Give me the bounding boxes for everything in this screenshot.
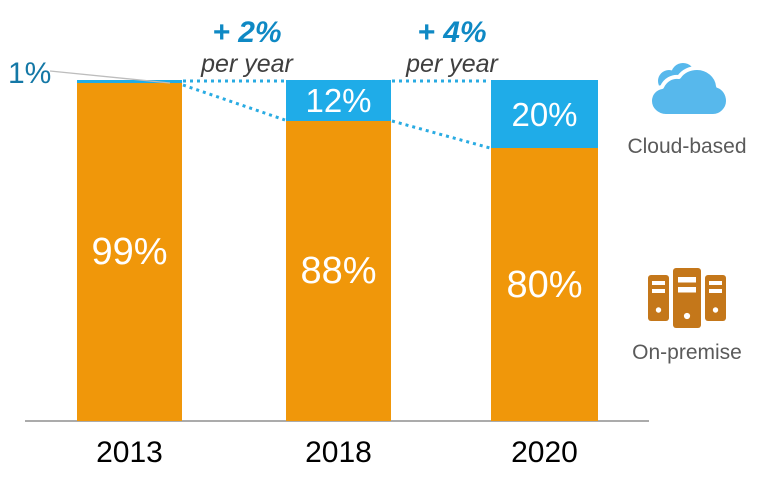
x-axis-line bbox=[25, 420, 649, 422]
trend-dotted-line-bottom-1 bbox=[182, 83, 286, 122]
bar-2020-cloud-label: 20% bbox=[511, 95, 578, 133]
growth-annotation-2018-2020: + 4% per year bbox=[387, 16, 517, 79]
bar-2018-onprem-label: 88% bbox=[300, 249, 377, 292]
growth-rate-sublabel: per year bbox=[406, 50, 498, 78]
bar-2013-cloud-callout-label: 1% bbox=[8, 57, 52, 90]
x-tick-2013: 2013 bbox=[96, 436, 163, 469]
bar-2018-onprem-segment: 88% bbox=[286, 120, 391, 421]
cloud-icon bbox=[648, 63, 730, 118]
bar-2013-onprem-label: 99% bbox=[91, 231, 168, 274]
legend-label-cloud: Cloud-based bbox=[627, 135, 747, 158]
server-icon bbox=[648, 268, 726, 328]
x-tick-2020: 2020 bbox=[511, 436, 578, 469]
legend-label-onprem: On-premise bbox=[632, 341, 742, 364]
bar-2020: 20% 80% bbox=[491, 80, 598, 421]
bar-2020-onprem-segment: 80% bbox=[491, 148, 598, 421]
bar-2018-cloud-segment: 12% bbox=[286, 80, 391, 121]
bar-2020-cloud-segment: 20% bbox=[491, 80, 598, 149]
bar-2018: 12% 88% bbox=[286, 80, 391, 421]
x-tick-2018: 2018 bbox=[305, 436, 372, 469]
trend-dotted-line-bottom-2 bbox=[391, 119, 491, 150]
bar-2018-cloud-label: 12% bbox=[305, 81, 372, 119]
growth-rate-sublabel: per year bbox=[201, 50, 293, 78]
bar-2013: 99% bbox=[77, 80, 182, 421]
growth-rate-label: + 2% bbox=[212, 16, 282, 49]
growth-annotation-2013-2018: + 2% per year bbox=[182, 16, 312, 79]
growth-rate-label: + 4% bbox=[417, 16, 487, 49]
bar-2020-onprem-label: 80% bbox=[506, 263, 583, 306]
bar-2013-onprem-segment: 99% bbox=[77, 83, 182, 421]
legend-item-onprem: On-premise bbox=[612, 268, 762, 365]
legend-item-cloud: Cloud-based bbox=[612, 58, 762, 159]
